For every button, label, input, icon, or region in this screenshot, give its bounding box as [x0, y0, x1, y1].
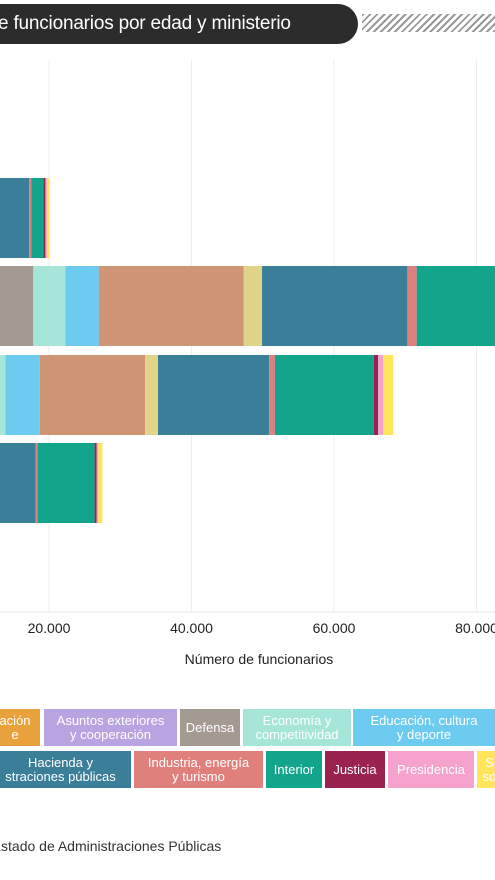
bar-segment	[269, 355, 275, 435]
legend-item: Industria, energía y turismo	[134, 751, 263, 788]
bar-segment	[37, 443, 95, 523]
bar-segment	[98, 266, 244, 346]
bar-segment	[35, 443, 38, 523]
legend-item: Hacienda y straciones públicas	[0, 751, 131, 788]
bar-segment	[383, 355, 394, 435]
legend-item: Presidencia	[388, 751, 474, 788]
x-axis-label: Número de funcionarios	[185, 651, 334, 667]
bar-segment	[0, 355, 6, 435]
bar-segment	[378, 355, 384, 435]
legend-item: Justicia	[325, 751, 385, 788]
bar-segment	[46, 178, 50, 258]
bar-segment	[262, 266, 408, 346]
bar-segment	[39, 355, 146, 435]
bar-segment	[416, 266, 495, 346]
bar-segment	[373, 355, 379, 435]
bar-segment	[65, 266, 99, 346]
legend-item: Economía y competitividad	[243, 709, 351, 746]
bar-segment	[98, 443, 103, 523]
bar-segment	[31, 178, 44, 258]
legend-item: S so	[477, 751, 495, 788]
bar-segment	[96, 443, 99, 523]
bar-segment	[45, 178, 47, 258]
bar-segment	[33, 266, 66, 346]
legend-item: Asuntos exteriores y cooperación	[44, 709, 177, 746]
chart-bars	[0, 178, 495, 523]
bar-segment	[94, 443, 97, 523]
source-note: e Estado de Administraciones Públicas	[0, 838, 222, 854]
x-tick-label: 20.000	[28, 620, 71, 636]
bar-segment	[158, 355, 270, 435]
title-stripes-decoration	[362, 14, 495, 32]
x-axis-ticks: 20.000 40.000 60.000 80.000	[28, 620, 495, 636]
title-banner: e funcionarios por edad y ministerio	[0, 4, 358, 44]
bar-segment	[243, 266, 263, 346]
legend-item: Interior	[266, 751, 322, 788]
x-tick-label: 40.000	[170, 620, 213, 636]
legend-item: Educación, cultura y deporte	[353, 709, 495, 746]
bar-segment	[145, 355, 159, 435]
bar-segment	[43, 178, 46, 258]
x-tick-label: 80.000	[455, 620, 495, 636]
bar-segment	[274, 355, 374, 435]
bar-segment	[5, 355, 40, 435]
bar-segment	[0, 266, 34, 346]
bar-segment	[407, 266, 417, 346]
stacked-bar-chart: 20.000 40.000 60.000 80.000 Número de funci…	[0, 60, 495, 667]
bar-segment	[0, 178, 30, 258]
legend-item: Defensa	[180, 709, 240, 746]
bar-segment	[29, 178, 32, 258]
bar-segment	[0, 443, 36, 523]
chart-title: e funcionarios por edad y ministerio	[0, 13, 291, 34]
x-tick-label: 60.000	[313, 620, 356, 636]
legend-item: ación e	[0, 709, 40, 746]
